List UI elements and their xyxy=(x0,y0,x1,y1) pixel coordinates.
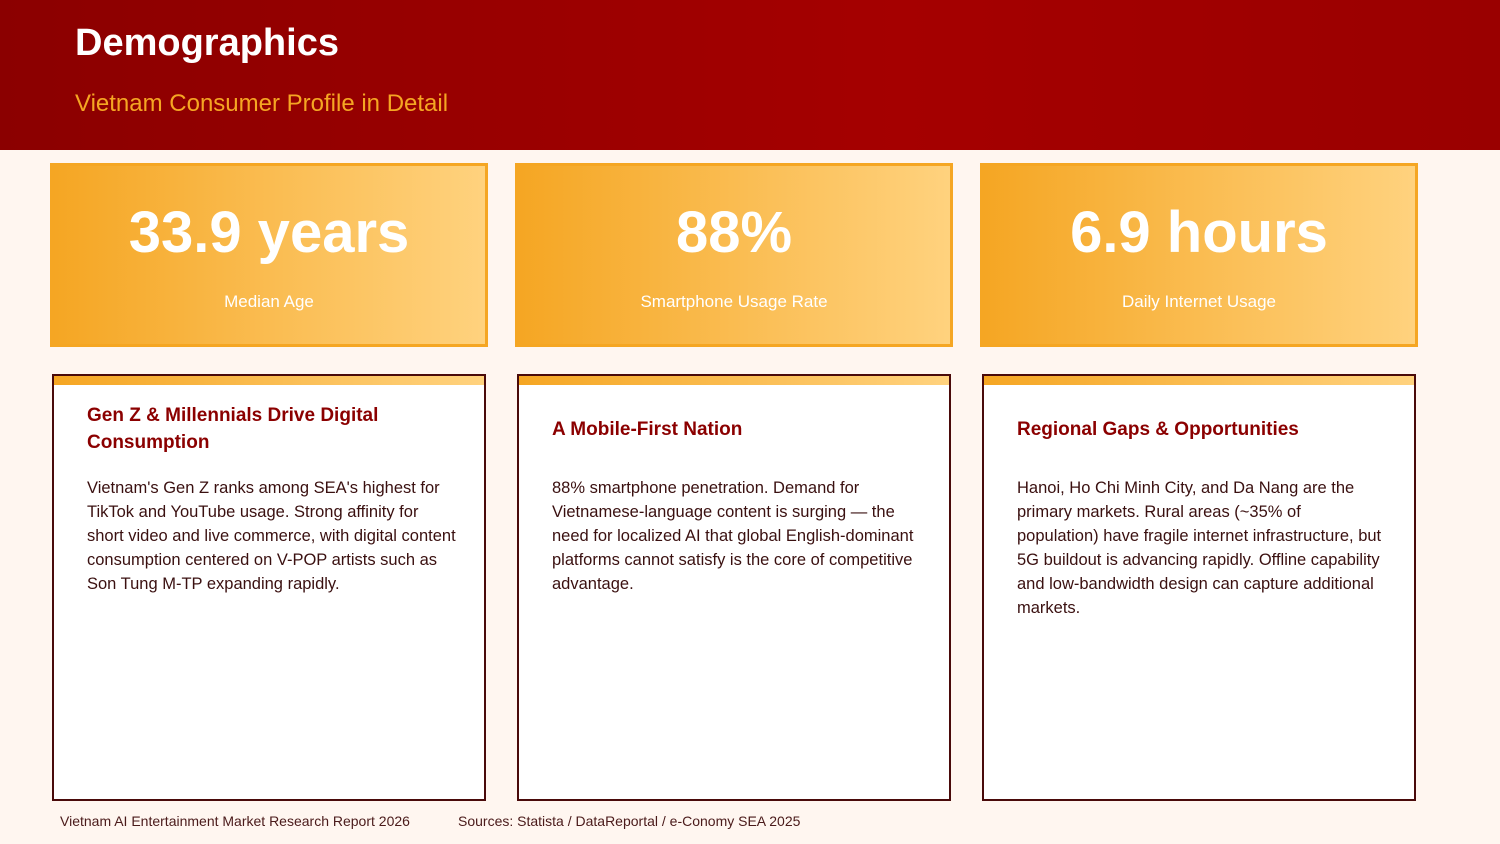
card-body: Hanoi, Ho Chi Minh City, and Da Nang are… xyxy=(1017,479,1382,617)
card-title: A Mobile-First Nation xyxy=(552,418,743,440)
stat-card: 6.9 hours Daily Internet Usage xyxy=(980,163,1418,347)
card-title: Gen Z & Millennials Drive Digital Consum… xyxy=(87,405,379,453)
card-accent xyxy=(984,376,1414,385)
card-accent xyxy=(54,376,484,385)
info-card: Gen Z & Millennials Drive Digital Consum… xyxy=(52,374,486,801)
stat-label: Median Age xyxy=(224,292,314,311)
header: Demographics Vietnam Consumer Profile in… xyxy=(0,0,1500,150)
stat-value: 6.9 hours xyxy=(1070,200,1328,265)
subtitle: Vietnam Consumer Profile in Detail xyxy=(75,90,449,117)
info-card: Regional Gaps & Opportunities Hanoi, Ho C… xyxy=(982,374,1416,801)
stat-label: Smartphone Usage Rate xyxy=(640,292,828,311)
title: Demographics xyxy=(75,22,339,64)
stat-card: 33.9 years Median Age xyxy=(50,163,488,347)
info-card: A Mobile-First Nation 88% smartphone pene… xyxy=(517,374,951,801)
card-title: Regional Gaps & Opportunities xyxy=(1017,418,1299,440)
stat-value: 88% xyxy=(675,200,793,265)
card-accent xyxy=(519,376,949,385)
footer-sources: Sources: Statista / DataReportal / e-Con… xyxy=(458,813,801,829)
stat-label: Daily Internet Usage xyxy=(1121,292,1277,311)
stat-value: 33.9 years xyxy=(128,200,410,265)
card-body: 88% smartphone penetration. Demand for V… xyxy=(552,479,914,593)
stat-card: 88% Smartphone Usage Rate xyxy=(515,163,953,347)
footer-report: Vietnam AI Entertainment Market Research… xyxy=(60,813,410,829)
card-body: Vietnam's Gen Z ranks among SEA's highes… xyxy=(87,479,456,593)
